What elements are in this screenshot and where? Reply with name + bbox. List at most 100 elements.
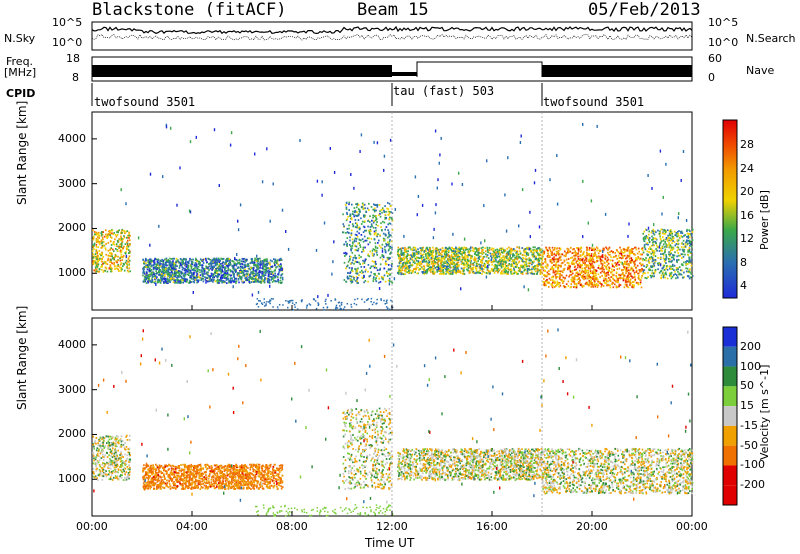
data-cell (115, 243, 118, 245)
data-cell (263, 260, 265, 262)
data-cell (469, 265, 472, 268)
data-cell (439, 260, 441, 262)
data-cell (402, 265, 404, 268)
data-cell (248, 278, 250, 281)
data-cell (384, 205, 386, 207)
data-cell (158, 273, 160, 276)
data-cell (454, 271, 456, 274)
data-cell (361, 202, 364, 205)
data-cell (270, 265, 272, 268)
data-cell (357, 249, 359, 252)
data-cell (440, 258, 443, 261)
data-cell (501, 264, 504, 267)
data-cell (584, 258, 587, 261)
data-cell (641, 247, 644, 250)
data-cell (107, 254, 110, 257)
data-cell (445, 256, 447, 259)
data-cell (417, 252, 420, 255)
data-cell (129, 243, 131, 246)
data-cell (191, 261, 194, 264)
data-cell (408, 265, 411, 267)
data-cell (401, 265, 403, 268)
data-cell (630, 268, 632, 271)
data-cell (462, 249, 465, 252)
data-cell (382, 237, 385, 240)
data-cell (626, 280, 628, 283)
data-cell (197, 260, 200, 263)
data-cell (553, 271, 555, 274)
data-cell (501, 259, 504, 261)
data-cell (278, 259, 281, 262)
data-cell (450, 266, 452, 269)
data-cell (582, 261, 584, 263)
data-cell (179, 280, 181, 283)
data-cell (562, 268, 565, 271)
data-cell (414, 267, 417, 270)
data-cell (216, 279, 218, 282)
data-cell (567, 285, 570, 287)
data-cell (372, 248, 375, 250)
data-cell (374, 260, 377, 263)
data-cell (345, 208, 348, 210)
data-cell (120, 245, 123, 248)
data-cell (574, 254, 576, 257)
data-cell (126, 236, 128, 239)
data-cell (613, 256, 615, 258)
data-cell (554, 265, 557, 268)
data-cell (189, 275, 192, 277)
data-cell (542, 252, 545, 254)
data-cell (475, 260, 478, 263)
data-cell (587, 264, 590, 267)
data-cell (506, 247, 508, 250)
data-cell (495, 270, 497, 272)
data-cell (465, 258, 467, 260)
data-cell (461, 247, 463, 249)
data-cell (573, 254, 575, 257)
data-cell (123, 235, 125, 237)
data-cell (190, 261, 193, 263)
data-cell (364, 246, 366, 249)
data-cell (397, 253, 399, 256)
data-cell (127, 234, 129, 237)
data-cell (157, 264, 160, 267)
data-cell (463, 251, 466, 253)
data-cell (480, 259, 482, 261)
data-cell (189, 271, 192, 273)
data-cell (596, 249, 598, 252)
data-cell (111, 267, 113, 270)
data-cell (637, 277, 640, 279)
data-cell (557, 257, 560, 260)
data-cell (580, 250, 582, 253)
data-cell (441, 266, 444, 269)
data-cell (585, 246, 588, 249)
data-cell (401, 272, 403, 275)
data-cell (627, 272, 630, 275)
data-cell (201, 267, 204, 270)
data-cell (502, 260, 504, 263)
data-cell (161, 258, 164, 261)
data-cell (108, 233, 110, 236)
data-cell (454, 255, 457, 258)
data-cell (165, 257, 168, 260)
data-cell (596, 247, 599, 250)
data-cell (175, 261, 177, 264)
data-cell (217, 257, 220, 260)
data-cell (415, 263, 418, 265)
data-cell (398, 273, 400, 275)
data-cell (181, 268, 184, 271)
data-cell (349, 236, 351, 239)
data-cell (253, 272, 255, 275)
data-cell (380, 209, 383, 211)
data-cell (117, 263, 119, 266)
data-cell (601, 254, 604, 256)
data-cell (504, 263, 507, 265)
data-cell (518, 256, 520, 259)
data-cell (539, 273, 542, 275)
data-cell (607, 276, 610, 279)
data-cell (546, 274, 548, 277)
data-cell (421, 271, 423, 273)
data-cell (538, 269, 540, 272)
data-cell (587, 272, 589, 274)
data-cell (166, 264, 168, 267)
data-cell (145, 266, 148, 268)
